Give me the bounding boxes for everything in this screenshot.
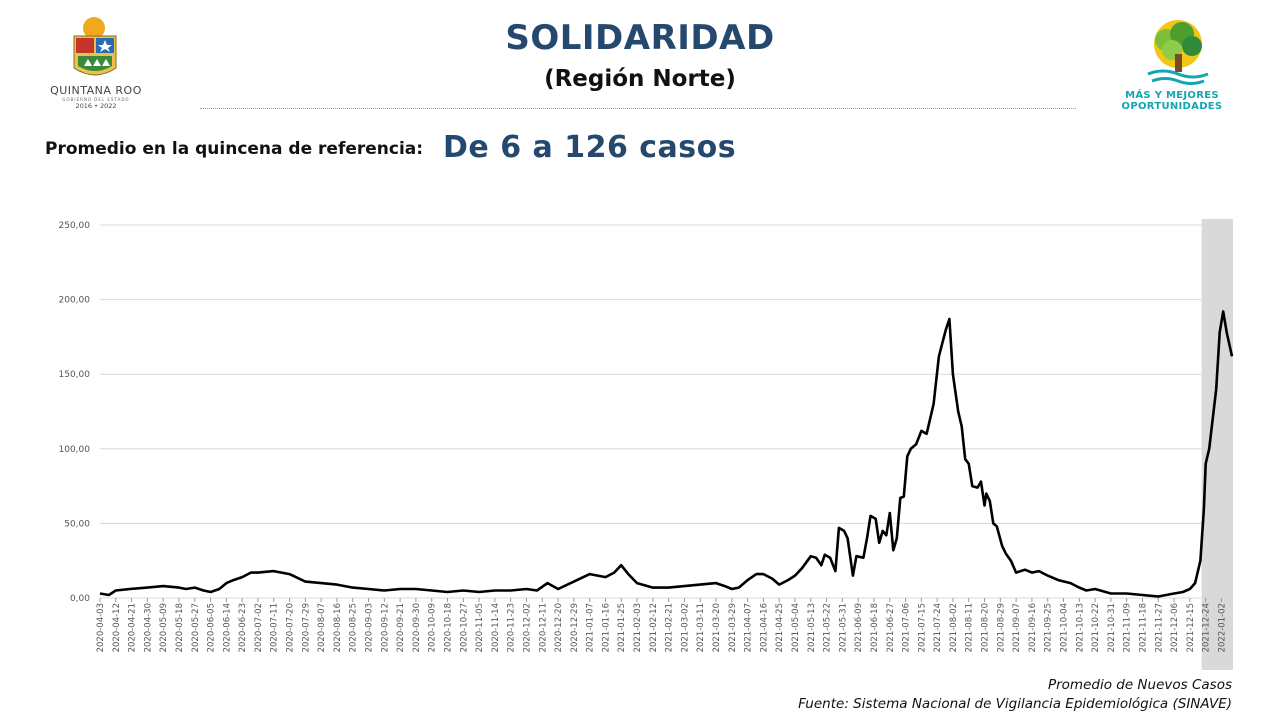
x-tick-label: 2021-09-16 bbox=[1028, 603, 1038, 652]
x-tick-label: 2021-08-29 bbox=[996, 603, 1006, 652]
x-tick-label: 2020-05-27 bbox=[191, 603, 201, 652]
x-tick-label: 2021-05-31 bbox=[838, 603, 848, 652]
x-tick-label: 2020-09-03 bbox=[365, 603, 375, 652]
x-tick-label: 2021-01-07 bbox=[586, 603, 596, 652]
x-tick-label: 2020-09-12 bbox=[380, 603, 390, 652]
x-tick-label: 2020-12-20 bbox=[554, 603, 564, 652]
y-tick-label: 250,00 bbox=[59, 221, 91, 231]
x-tick-label: 2021-08-02 bbox=[949, 603, 959, 652]
x-tick-label: 2021-06-18 bbox=[870, 603, 880, 652]
x-tick-label: 2021-04-16 bbox=[759, 603, 769, 652]
reference-value: De 6 a 126 casos bbox=[443, 130, 737, 165]
page-subtitle: (Región Norte) bbox=[544, 66, 736, 92]
x-tick-label: 2021-01-25 bbox=[617, 603, 627, 652]
x-tick-label: 2021-11-27 bbox=[1154, 603, 1164, 652]
x-tick-label: 2020-12-11 bbox=[538, 603, 548, 652]
x-tick-label: 2021-11-09 bbox=[1123, 603, 1133, 652]
x-tick-label: 2021-10-22 bbox=[1091, 603, 1101, 652]
y-tick-label: 50,00 bbox=[64, 519, 90, 529]
x-tick-label: 2020-11-05 bbox=[475, 603, 485, 652]
logo-left-years: 2016 • 2022 bbox=[75, 102, 117, 110]
x-tick-label: 2021-09-07 bbox=[1012, 603, 1022, 652]
x-tick-label: 2021-11-18 bbox=[1138, 603, 1148, 652]
logo-left-name: QUINTANA ROO bbox=[50, 84, 142, 97]
x-tick-label: 2021-08-11 bbox=[965, 603, 975, 652]
x-tick-label: 2020-09-21 bbox=[396, 603, 406, 652]
coat-of-arms-icon bbox=[73, 17, 117, 76]
x-tick-label: 2020-10-09 bbox=[428, 603, 438, 652]
quintana-roo-logo bbox=[40, 16, 152, 114]
x-tick-label: 2021-03-29 bbox=[728, 603, 738, 652]
x-tick-label: 2022-01-02 bbox=[1217, 603, 1227, 652]
x-tick-label: 2020-06-14 bbox=[222, 603, 232, 652]
x-tick-label: 2021-04-25 bbox=[775, 603, 785, 652]
x-tick-label: 2021-12-15 bbox=[1186, 603, 1196, 652]
x-tick-label: 2020-11-23 bbox=[507, 603, 517, 652]
x-tick-label: 2020-09-30 bbox=[412, 603, 422, 652]
x-tick-label: 2021-10-31 bbox=[1107, 603, 1117, 652]
x-tick-label: 2021-08-20 bbox=[981, 603, 991, 652]
highlight-band bbox=[1201, 219, 1233, 670]
legend-label: Promedio de Nuevos Casos bbox=[1047, 677, 1232, 693]
y-tick-label: 0,00 bbox=[70, 594, 90, 604]
x-tick-label: 2021-02-21 bbox=[665, 603, 675, 652]
x-tick-label: 2020-10-18 bbox=[443, 603, 453, 652]
x-tick-label: 2020-04-03 bbox=[96, 603, 106, 652]
logo-left-sub: GOBIERNO DEL ESTADO bbox=[62, 97, 130, 102]
x-tick-label: 2020-04-21 bbox=[128, 603, 138, 652]
x-tick-label: 2021-01-16 bbox=[601, 603, 611, 652]
x-tick-label: 2020-05-09 bbox=[159, 603, 169, 652]
x-tick-label: 2021-02-12 bbox=[649, 603, 659, 652]
x-tick-label: 2020-07-11 bbox=[270, 603, 280, 652]
y-tick-label: 200,00 bbox=[59, 296, 91, 306]
x-tick-label: 2020-12-02 bbox=[522, 603, 532, 652]
x-tick-label: 2020-11-14 bbox=[491, 603, 501, 652]
x-tick-label: 2021-06-09 bbox=[854, 603, 864, 652]
y-tick-label: 150,00 bbox=[59, 370, 91, 380]
x-tick-label: 2020-05-18 bbox=[175, 603, 185, 652]
reference-label: Promedio en la quincena de referencia: bbox=[45, 139, 424, 159]
x-tick-label: 2021-07-06 bbox=[902, 603, 912, 652]
x-tick-label: 2021-04-07 bbox=[744, 603, 754, 652]
x-tick-label: 2020-10-27 bbox=[459, 603, 469, 652]
x-tick-label: 2020-04-12 bbox=[112, 603, 122, 652]
x-tick-label: 2021-12-24 bbox=[1202, 603, 1212, 652]
x-tick-label: 2021-03-11 bbox=[696, 603, 706, 652]
tree-icon bbox=[1147, 20, 1209, 85]
x-tick-label: 2020-12-29 bbox=[570, 603, 580, 652]
x-tick-label: 2020-08-25 bbox=[349, 603, 359, 652]
x-tick-label: 2021-10-13 bbox=[1075, 603, 1085, 652]
cases-line-chart: 0,00 50,00 100,00 150,00 200,00 250,00 2020-04… bbox=[59, 219, 1234, 670]
x-tick-label: 2020-07-29 bbox=[301, 603, 311, 652]
x-tick-label: 2021-02-03 bbox=[633, 603, 643, 652]
x-tick-label: 2021-12-06 bbox=[1170, 603, 1180, 652]
logo-right-line1: MÁS Y MEJORES bbox=[1125, 90, 1219, 101]
x-tick-label: 2020-06-05 bbox=[207, 603, 217, 652]
x-tick-label: 2021-07-15 bbox=[917, 603, 927, 652]
y-tick-label: 100,00 bbox=[59, 445, 91, 455]
x-tick-label: 2021-03-02 bbox=[680, 603, 690, 652]
x-tick-label: 2021-07-24 bbox=[933, 603, 943, 652]
source-label: Fuente: Sistema Nacional de Vigilancia E… bbox=[798, 696, 1232, 712]
x-tick-label: 2021-03-20 bbox=[712, 603, 722, 652]
x-tick-label: 2021-05-04 bbox=[791, 603, 801, 652]
header-divider bbox=[200, 108, 1076, 109]
x-tick-label: 2020-06-23 bbox=[238, 603, 248, 652]
x-tick-label: 2020-07-02 bbox=[254, 603, 264, 652]
x-tick-label: 2021-06-27 bbox=[886, 603, 896, 652]
logo-right-line2: OPORTUNIDADES bbox=[1121, 101, 1223, 112]
page-title: SOLIDARIDAD bbox=[505, 18, 775, 58]
oportunidades-logo bbox=[1126, 18, 1230, 104]
x-tick-label: 2021-10-04 bbox=[1060, 603, 1070, 652]
x-tick-label: 2020-08-07 bbox=[317, 603, 327, 652]
x-tick-label: 2020-04-30 bbox=[143, 603, 153, 652]
x-tick-label: 2020-07-20 bbox=[286, 603, 296, 652]
x-tick-label: 2021-05-22 bbox=[823, 603, 833, 652]
series-line bbox=[99, 310, 1234, 598]
x-tick-label: 2021-05-13 bbox=[807, 603, 817, 652]
x-tick-label: 2021-09-25 bbox=[1044, 603, 1054, 652]
x-tick-label: 2020-08-16 bbox=[333, 603, 343, 652]
